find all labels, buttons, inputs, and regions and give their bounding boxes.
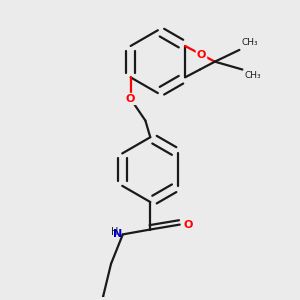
Text: CH₃: CH₃: [244, 71, 261, 80]
Text: H: H: [110, 227, 118, 237]
Text: O: O: [126, 94, 135, 104]
Text: O: O: [197, 50, 206, 60]
Text: N: N: [112, 230, 122, 239]
Text: CH₃: CH₃: [242, 38, 258, 47]
Text: O: O: [184, 220, 193, 230]
